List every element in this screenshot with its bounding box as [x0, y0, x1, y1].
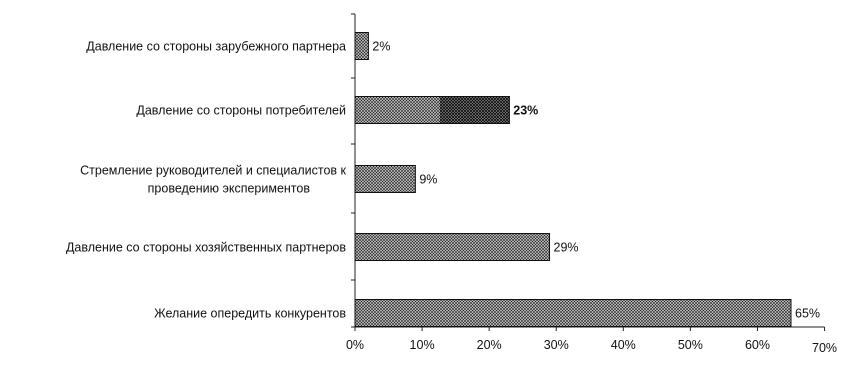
value-label: 2% — [372, 40, 390, 54]
bar-shade — [439, 96, 510, 124]
bar — [354, 299, 792, 327]
category-label: Стремление руководителей и специалистов … — [80, 164, 346, 178]
x-tick-label: 60% — [745, 338, 770, 352]
x-tick-label: 70% — [812, 341, 837, 355]
category-label: Желание опередить конкурентов — [154, 307, 346, 321]
plot-area: 0% 10% 20% 30% 40% 50% 60% 70% 2% Давление со сто… — [66, 13, 837, 355]
x-tick-label: 30% — [544, 338, 569, 352]
category-label: Давление со стороны потребителей — [136, 104, 346, 118]
value-label: 29% — [554, 241, 579, 255]
category-label: Давление со стороны зарубежного партнера — [86, 40, 346, 54]
bar-outline — [354, 96, 510, 124]
value-label: 65% — [795, 307, 820, 321]
value-label: 23% — [513, 104, 538, 118]
x-tick-label: 40% — [611, 338, 636, 352]
x-tick-label: 20% — [477, 338, 502, 352]
bar — [354, 233, 551, 261]
x-tick-label: 0% — [346, 338, 364, 352]
bar — [354, 32, 369, 60]
bar — [354, 165, 416, 193]
category-label: Давление со стороны хозяйственных партне… — [66, 241, 346, 255]
x-tick-label: 10% — [410, 338, 435, 352]
category-label: проведению экспериментов — [148, 182, 311, 196]
x-tick-label: 50% — [678, 338, 703, 352]
value-label: 9% — [419, 173, 437, 187]
